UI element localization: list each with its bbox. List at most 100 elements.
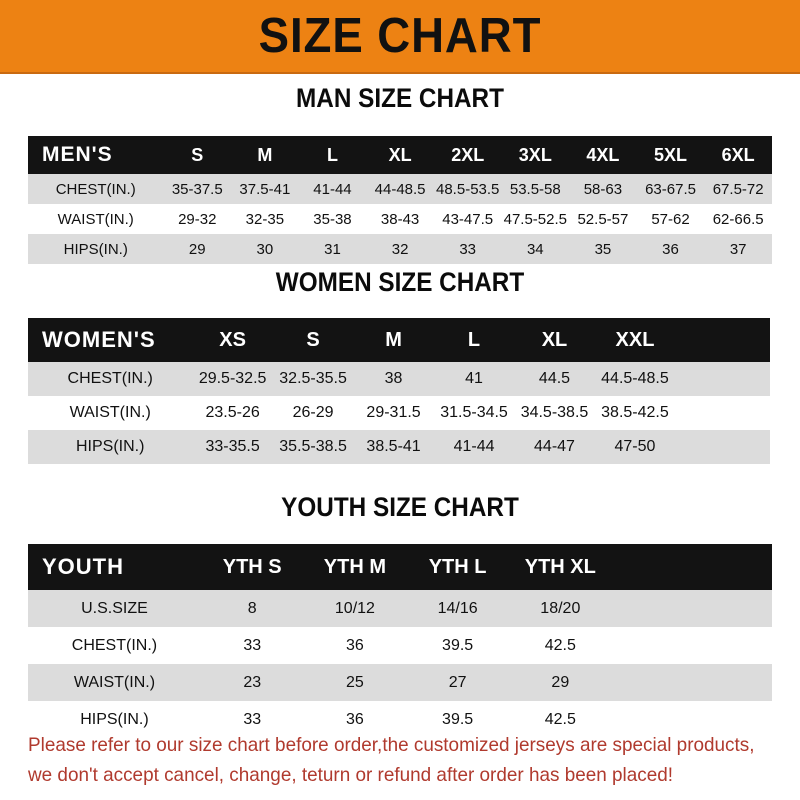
measurement-cell: 52.5-57 <box>577 210 629 228</box>
footer-disclaimer: Please refer to our size chart before or… <box>28 730 754 790</box>
measurement-cell: 63-67.5 <box>645 180 696 198</box>
table-row: HIPS(IN.) 33-35.5 35.5-38.5 38.5-41 41-44 44-… <box>28 430 770 464</box>
measurement-cell: 14/16 <box>437 599 478 617</box>
measurement-cell: 37.5-41 <box>239 180 291 198</box>
measurement-cell: 36 <box>346 636 364 654</box>
measurement-row-label: CHEST(IN.) <box>71 636 158 654</box>
banner: SIZE CHART <box>0 0 800 74</box>
footer-line-1: Please refer to our size chart before or… <box>28 734 755 756</box>
size-column-header: L <box>467 328 481 351</box>
measurement-cell: 44-47 <box>534 438 575 455</box>
measurement-cell: 35.5-38.5 <box>279 438 347 455</box>
measurement-row-label: CHEST(IN.) <box>67 370 153 387</box>
row-spacer-cell <box>675 362 770 396</box>
size-column-header: 4XL <box>586 144 620 165</box>
measurement-cell: 44.5-48.5 <box>601 370 669 387</box>
measurement-cell: 41 <box>465 370 483 387</box>
measurement-cell: 18/20 <box>540 599 581 617</box>
size-column-header: L <box>326 144 338 165</box>
measurement-cell: 33 <box>243 710 262 728</box>
measurement-cell: 35 <box>594 240 612 258</box>
measurement-cell: 31.5-34.5 <box>440 404 508 421</box>
measurement-cell: 33 <box>459 240 477 258</box>
measurement-cell: 37 <box>729 240 747 258</box>
measurement-cell: 31 <box>324 240 341 258</box>
measurement-cell: 8 <box>247 599 257 617</box>
measurement-cell: 38.5-41 <box>366 438 421 455</box>
measurement-cell: 32.5-35.5 <box>279 370 347 387</box>
measurement-cell: 47.5-52.5 <box>503 210 567 228</box>
measurement-row-label: HIPS(IN.) <box>80 710 149 728</box>
measurement-cell: 34.5-38.5 <box>520 404 589 421</box>
measurement-cell: 26-29 <box>292 404 334 421</box>
size-column-header: M <box>385 328 402 351</box>
measurement-row-label: WAIST(IN.) <box>57 210 134 228</box>
size-column-header: XS <box>219 328 246 351</box>
men-size-table-wrapper: MEN'S S M L XL 2XL 3XL 4XL 5XL 6XL CHEST(IN.) 35-37… <box>28 136 772 264</box>
measurement-cell: 32-35 <box>245 210 285 228</box>
women-section-title: WOMEN SIZE CHART <box>275 267 525 297</box>
measurement-row-label: CHEST(IN.) <box>55 180 136 198</box>
size-column-header: 3XL <box>518 144 552 165</box>
size-column-header: 2XL <box>451 144 485 165</box>
header-category-label: WOMEN'S <box>42 327 156 352</box>
measurement-cell: 48.5-53.5 <box>436 180 500 198</box>
measurement-cell: 33-35.5 <box>205 438 260 455</box>
men-table-body: MEN'S S M L XL 2XL 3XL 4XL 5XL 6XL CHEST(IN.) 35-37… <box>28 136 772 264</box>
table-row: U.S.SIZE 8 10/12 14/16 18/20 <box>28 590 772 627</box>
size-column-header: M <box>257 144 273 165</box>
youth-size-table-wrapper: YOUTH YTH S YTH M YTH L YTH XL U.S.SIZE 8 10/12… <box>28 544 772 738</box>
measurement-cell: 34 <box>526 240 544 258</box>
measurement-cell: 36 <box>662 240 679 258</box>
size-column-header: XXL <box>615 328 655 351</box>
header-spacer-cell <box>612 544 772 590</box>
measurement-row-label: HIPS(IN.) <box>75 438 145 455</box>
table-row: WAIST(IN.) 29-32 32-35 35-38 38-43 43-47.5 47.… <box>28 204 772 234</box>
measurement-cell: 23 <box>243 673 262 691</box>
measurement-cell: 29.5-32.5 <box>198 370 267 387</box>
footer-line-2: we don't accept cancel, change, teturn o… <box>28 764 674 786</box>
measurement-cell: 44.5 <box>538 370 571 387</box>
table-row: HIPS(IN.) 33 36 39.5 42.5 <box>28 701 772 738</box>
measurement-cell: 43-47.5 <box>442 210 494 228</box>
measurement-row-label: HIPS(IN.) <box>63 240 128 258</box>
measurement-cell: 23.5-26 <box>205 404 260 421</box>
table-row: HIPS(IN.) 29 30 31 32 33 34 35 36 37 <box>28 234 772 264</box>
measurement-cell: 29 <box>551 673 570 691</box>
size-column-header: YTH S <box>222 555 282 578</box>
row-spacer-cell <box>612 627 772 664</box>
measurement-cell: 27 <box>448 673 467 691</box>
table-row: WAIST(IN.) 23.5-26 26-29 29-31.5 31.5-34.5 34… <box>28 396 770 430</box>
measurement-cell: 10/12 <box>334 599 375 617</box>
women-size-table-wrapper: WOMEN'S XS S M L XL XXL CHEST(IN.) 29.5-32.5 32.5… <box>28 318 770 464</box>
youth-section-title: YOUTH SIZE CHART <box>281 492 519 522</box>
measurement-cell: 41-44 <box>313 180 352 198</box>
measurement-cell: 38-43 <box>380 210 420 228</box>
measurement-cell: 32 <box>391 240 409 258</box>
measurement-cell: 38 <box>384 370 403 387</box>
size-column-header: XL <box>388 144 412 165</box>
measurement-cell: 35-38 <box>313 210 352 228</box>
header-category-label: MEN'S <box>42 143 113 166</box>
table-row: CHEST(IN.) 35-37.5 37.5-41 41-44 44-48.5 48.5… <box>28 174 772 204</box>
man-section-title: MAN SIZE CHART <box>296 83 504 113</box>
measurement-cell: 39.5 <box>442 710 474 728</box>
header-category-label: YOUTH <box>42 554 124 579</box>
row-spacer-cell <box>612 664 772 701</box>
measurement-cell: 67.5-72 <box>712 180 764 198</box>
row-spacer-cell <box>675 396 770 430</box>
measurement-cell: 25 <box>346 673 364 691</box>
row-spacer-cell <box>675 430 770 464</box>
measurement-cell: 42.5 <box>544 636 576 654</box>
measurement-row-label: WAIST(IN.) <box>69 404 151 421</box>
size-column-header: YTH M <box>323 555 387 578</box>
measurement-cell: 33 <box>243 636 262 654</box>
measurement-cell: 30 <box>256 240 274 258</box>
measurement-cell: 41-44 <box>453 438 495 455</box>
table-row: CHEST(IN.) 29.5-32.5 32.5-35.5 38 41 44.5 44.5… <box>28 362 770 396</box>
men-size-table: MEN'S S M L XL 2XL 3XL 4XL 5XL 6XL CHEST(IN.) 35-37… <box>28 136 772 264</box>
measurement-cell: 29-32 <box>178 210 217 228</box>
measurement-cell: 29-31.5 <box>366 404 421 421</box>
size-column-header: 5XL <box>654 144 688 165</box>
